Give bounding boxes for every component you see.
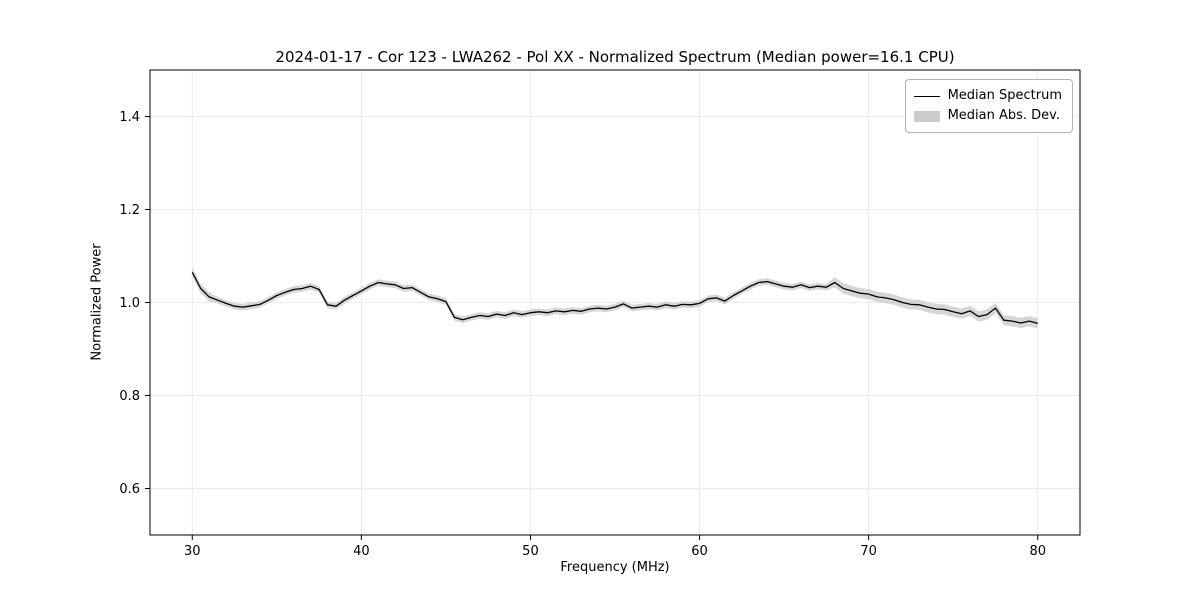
svg-text:80: 80 <box>1029 544 1046 559</box>
x-axis-label: Frequency (MHz) <box>560 560 670 575</box>
svg-text:1.2: 1.2 <box>119 203 140 218</box>
svg-text:50: 50 <box>522 544 539 559</box>
chart-title: 2024-01-17 - Cor 123 - LWA262 - Pol XX -… <box>275 48 955 66</box>
median-spectrum-line-swatch <box>913 95 940 97</box>
svg-text:60: 60 <box>691 544 708 559</box>
svg-text:1.0: 1.0 <box>119 296 140 311</box>
legend: Median Spectrum Median Abs. Dev. <box>904 79 1073 133</box>
svg-text:0.8: 0.8 <box>119 389 140 404</box>
svg-text:0.6: 0.6 <box>119 482 140 497</box>
legend-label-median-abs-dev: Median Abs. Dev. <box>947 108 1061 123</box>
legend-item-median-spectrum: Median Spectrum <box>913 86 1062 106</box>
svg-text:30: 30 <box>184 544 201 559</box>
legend-label-median-spectrum: Median Spectrum <box>947 88 1062 103</box>
y-axis-label-text: Normalized Power <box>89 243 105 361</box>
median-abs-dev-patch-swatch <box>913 110 940 122</box>
svg-text:70: 70 <box>860 544 877 559</box>
svg-text:1.4: 1.4 <box>119 110 140 125</box>
svg-text:40: 40 <box>353 544 370 559</box>
legend-item-median-abs-dev: Median Abs. Dev. <box>913 106 1062 126</box>
